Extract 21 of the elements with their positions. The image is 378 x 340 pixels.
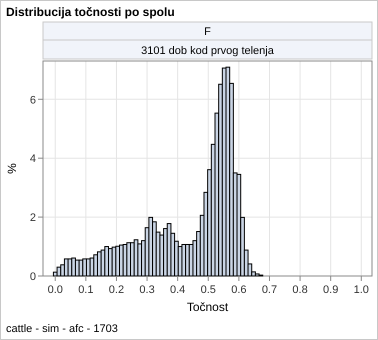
y-tick-label: 0 (30, 271, 36, 283)
y-tick-label: 6 (30, 94, 36, 106)
text: 3101 dob kod prvog telenja (141, 45, 275, 57)
x-tick-label: 0.4 (170, 284, 186, 296)
text: cattle - sim - afc - 1703 (6, 323, 118, 335)
chart-title: Distribucija točnosti po spolu (6, 5, 175, 19)
x-tick-label: 0.2 (108, 284, 124, 296)
x-tick-label: 0.7 (262, 284, 278, 296)
x-tick-label: 0.8 (292, 284, 308, 296)
x-axis-title: Točnost (186, 300, 229, 314)
chart-subtitle: F (204, 26, 212, 38)
y-tick-label: 2 (30, 212, 36, 224)
y-axis-title: % (5, 162, 19, 174)
x-tick-label: 0.9 (323, 284, 338, 296)
y-tick-label: 4 (30, 153, 36, 166)
x-tick-label: 0.0 (48, 284, 63, 296)
x-tick-label: 0.3 (139, 284, 155, 296)
x-tick-label: 0.5 (200, 284, 216, 296)
x-tick-label: 0.1 (78, 284, 94, 296)
x-tick-label: 1.0 (354, 284, 369, 296)
x-tick-label: 0.6 (231, 284, 247, 296)
